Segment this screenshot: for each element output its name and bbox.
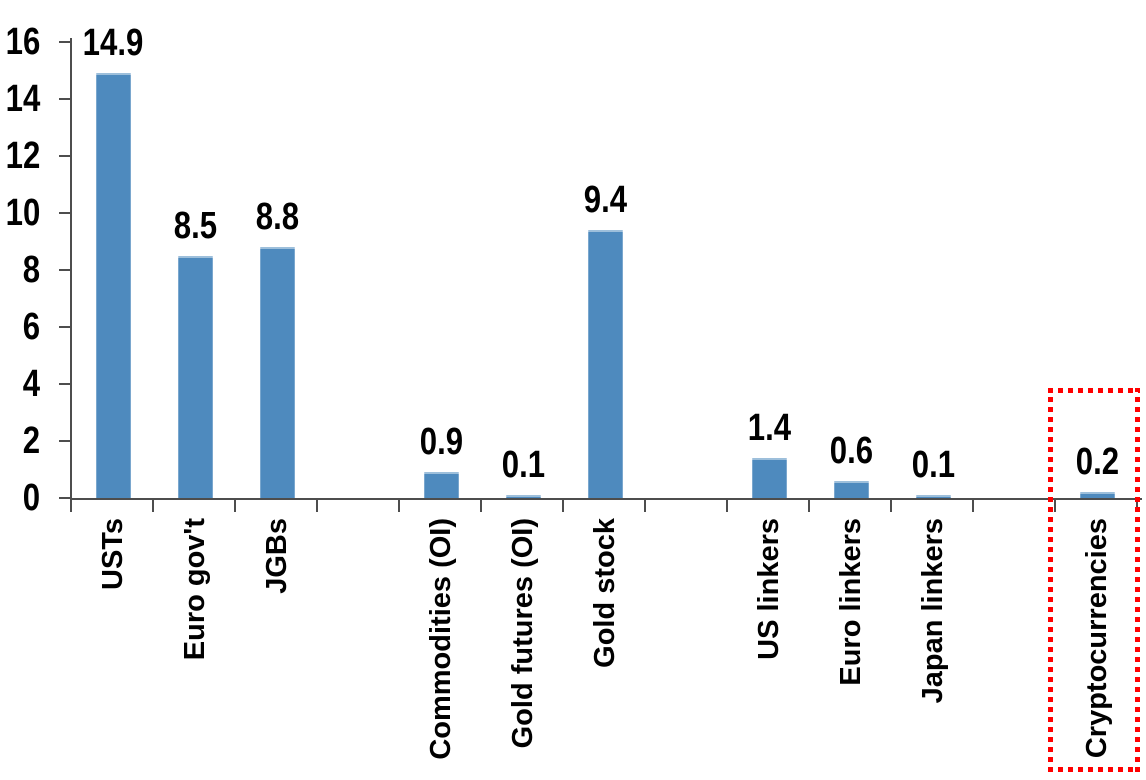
y-tick [59, 383, 72, 385]
highlight-box [1048, 388, 1140, 772]
y-tick [59, 155, 72, 157]
category-label-commodities-oi-text: Commodities (OI) [425, 518, 457, 760]
value-label-us-linkers: 1.4 [699, 406, 839, 450]
bar-japan-linkers [916, 495, 951, 498]
value-label-euro-gov-t-text: 8.5 [173, 205, 217, 247]
highlight-box-edge-top [1048, 388, 1140, 393]
x-tick [234, 498, 236, 512]
y-tick [59, 212, 72, 214]
y-tick [59, 440, 72, 442]
x-tick [808, 498, 810, 512]
x-tick [726, 498, 728, 512]
y-tick-label: 16 [0, 20, 40, 64]
value-label-jgbs-text: 8.8 [255, 196, 299, 238]
y-tick-label: 14 [0, 77, 40, 121]
y-tick-label: 2 [0, 419, 40, 463]
category-label-euro-linkers: Euro linkers [834, 518, 868, 780]
y-tick-label: 12 [0, 134, 40, 178]
value-label-gold-stock: 9.4 [535, 178, 675, 222]
category-label-gold-futures-oi-text: Gold futures (OI) [507, 518, 539, 749]
category-label-us-linkers: US linkers [752, 518, 786, 780]
highlight-box-edge-right [1135, 388, 1140, 772]
y-tick-label-text: 14 [5, 78, 40, 120]
bar-us-linkers [752, 458, 787, 498]
x-tick [316, 498, 318, 512]
category-label-euro-linkers-text: Euro linkers [835, 518, 867, 686]
y-tick-label-text: 12 [5, 135, 40, 177]
category-label-us-linkers-text: US linkers [753, 518, 785, 660]
x-tick [480, 498, 482, 512]
category-label-jgbs-text: JGBs [261, 518, 293, 594]
x-tick [562, 498, 564, 512]
y-tick-label-text: 2 [22, 420, 40, 462]
highlight-box-edge-left [1048, 388, 1053, 772]
highlight-box-edge-bottom [1048, 767, 1140, 772]
y-tick-label-text: 6 [22, 306, 40, 348]
x-tick [152, 498, 154, 512]
value-label-cryptocurrencies: 0.2 [1027, 440, 1146, 484]
bar-euro-linkers [834, 481, 869, 498]
category-label-commodities-oi: Commodities (OI) [424, 518, 458, 780]
category-label-gold-stock-text: Gold stock [589, 518, 621, 668]
category-label-japan-linkers: Japan linkers [916, 518, 950, 780]
value-label-japan-linkers-text: 0.1 [911, 444, 955, 486]
value-label-gold-futures-oi: 0.1 [453, 443, 593, 487]
category-label-euro-gov-t: Euro gov't [178, 518, 212, 780]
y-tick [59, 497, 72, 499]
category-label-japan-linkers-text: Japan linkers [917, 518, 949, 704]
category-label-gold-futures-oi: Gold futures (OI) [506, 518, 540, 780]
y-tick-label: 8 [0, 248, 40, 292]
y-tick [59, 41, 72, 43]
bar-usts [96, 73, 131, 498]
y-tick-label-text: 10 [5, 192, 40, 234]
y-tick-label: 4 [0, 362, 40, 406]
x-tick [890, 498, 892, 512]
value-label-euro-gov-t: 8.5 [125, 204, 265, 248]
category-label-gold-stock: Gold stock [588, 518, 622, 780]
bar-commodities-oi [424, 472, 459, 498]
x-tick [972, 498, 974, 512]
bar-gold-futures-oi [506, 495, 541, 498]
x-axis-line [70, 498, 1142, 500]
y-tick-label-text: 4 [22, 363, 40, 405]
x-tick [398, 498, 400, 512]
y-tick [59, 269, 72, 271]
y-tick-label-text: 16 [5, 21, 40, 63]
value-label-euro-linkers-text: 0.6 [829, 430, 873, 472]
value-label-gold-futures-oi-text: 0.1 [501, 444, 545, 486]
category-label-jgbs: JGBs [260, 518, 294, 780]
y-tick [59, 326, 72, 328]
x-tick [1054, 498, 1056, 512]
y-tick-label-text: 0 [22, 477, 40, 519]
value-label-japan-linkers: 0.1 [863, 443, 1003, 487]
value-label-jgbs: 8.8 [207, 195, 347, 239]
value-label-gold-stock-text: 9.4 [583, 179, 627, 221]
y-tick-label: 0 [0, 476, 40, 520]
category-label-usts-text: USTs [97, 518, 129, 590]
y-tick-label: 6 [0, 305, 40, 349]
y-tick-label-text: 8 [22, 249, 40, 291]
x-tick [644, 498, 646, 512]
value-label-euro-linkers: 0.6 [781, 429, 921, 473]
value-label-usts: 14.9 [43, 21, 183, 65]
value-label-commodities-oi-text: 0.9 [419, 421, 463, 463]
x-tick [70, 498, 72, 512]
y-tick-label: 10 [0, 191, 40, 235]
value-label-cryptocurrencies-text: 0.2 [1075, 441, 1119, 483]
category-label-euro-gov-t-text: Euro gov't [179, 518, 211, 661]
value-label-usts-text: 14.9 [82, 22, 144, 64]
y-tick [59, 98, 72, 100]
bar-euro-gov-t [178, 256, 213, 498]
bar-jgbs [260, 247, 295, 498]
category-label-usts: USTs [96, 518, 130, 780]
value-label-us-linkers-text: 1.4 [747, 407, 791, 449]
value-label-commodities-oi: 0.9 [371, 420, 511, 464]
bar-cryptocurrencies [1080, 492, 1115, 498]
bar-gold-stock [588, 230, 623, 498]
